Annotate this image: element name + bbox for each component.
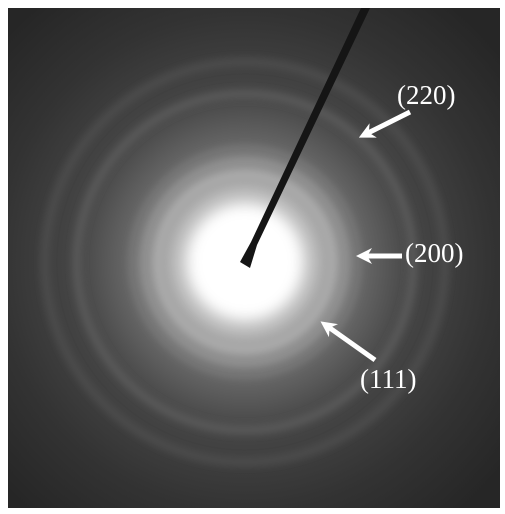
diffraction-image: (220) (200) (111) <box>0 0 505 514</box>
page: (220) (200) (111) (() => { const data = … <box>0 0 505 514</box>
label-200: (200) <box>405 238 463 268</box>
label-111: (111) <box>360 364 416 394</box>
label-220: (220) <box>397 80 455 110</box>
